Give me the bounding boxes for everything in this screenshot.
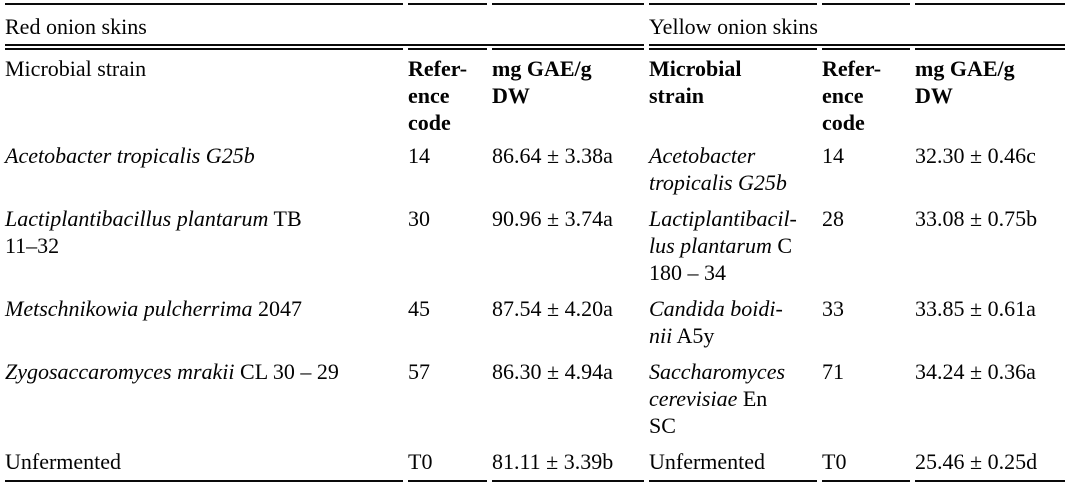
table-row: Unfermented T0 81.11 ± 3.39b Unfermented…: [5, 448, 1065, 482]
strain-cell: Unfermented: [649, 448, 817, 482]
reference-code-cell: 14: [408, 143, 430, 168]
strain-suffix: CL 30 – 29: [234, 359, 339, 384]
strain-name: Zygosaccaromyces mrakii: [5, 359, 235, 384]
strain-suffix: En SC: [649, 386, 768, 438]
strain-name: Metschnikowia pulcherrima: [5, 296, 253, 321]
strain-suffix: Unfermented: [649, 449, 766, 474]
value-cell: 25.46 ± 0.25d: [915, 448, 1065, 482]
col-header-strain-right: Microbial strain: [649, 56, 742, 108]
value-cell: 87.54 ± 4.20a: [492, 296, 613, 321]
strain-cell: Acetobacter tropicalis G25b: [649, 142, 817, 205]
value-cell: 33.08 ± 0.75b: [915, 206, 1038, 231]
column-header-row: Microbial strain Refer- ence code mg GAE…: [5, 50, 1065, 142]
strain-cell: Lactiplantibacil- lus plantarum C 180 – …: [649, 205, 817, 295]
reference-code-cell: 45: [408, 296, 430, 321]
reference-code-cell: T0: [408, 448, 487, 482]
strain-name: Acetobacter tropicalis G25b: [5, 143, 255, 168]
col-header-code-right: Refer- ence code: [822, 56, 882, 135]
section-header-yellow-onion: Yellow onion skins: [649, 5, 1065, 46]
strain-name: Candida boidi- nii: [649, 296, 783, 348]
reference-code-cell: T0: [822, 448, 910, 482]
reference-code-cell: 33: [822, 296, 844, 321]
strain-suffix: 2047: [252, 296, 302, 321]
strain-suffix: Unfermented: [5, 449, 122, 474]
strain-cell: Zygosaccaromyces mrakii CL 30 – 29: [5, 358, 403, 448]
strain-suffix: C 180 – 34: [649, 233, 793, 285]
col-header-strain-left: Microbial strain: [5, 56, 147, 81]
strain-name: Lactiplantibacil- lus plantarum: [649, 206, 797, 258]
strain-cell: Metschnikowia pulcherrima 2047: [5, 295, 403, 358]
value-cell: 33.85 ± 0.61a: [915, 296, 1036, 321]
col-header-value-right: mg GAE/g DW: [915, 56, 1015, 108]
col-header-code-left: Refer- ence code: [408, 56, 468, 135]
table-top-rule: [5, 3, 1065, 5]
strain-cell: Acetobacter tropicalis G25b: [5, 142, 403, 205]
reference-code-cell: 30: [408, 206, 430, 231]
section-header-red-onion: Red onion skins: [5, 5, 644, 46]
value-cell: 34.24 ± 0.36a: [915, 359, 1036, 384]
reference-code-cell: 28: [822, 206, 844, 231]
table-row: Acetobacter tropicalis G25b 14 86.64 ± 3…: [5, 142, 1065, 205]
reference-code-cell: 71: [822, 359, 844, 384]
reference-code-cell: 57: [408, 359, 430, 384]
table-row: Zygosaccaromyces mrakii CL 30 – 29 57 86…: [5, 358, 1065, 448]
value-cell: 90.96 ± 3.74a: [492, 206, 613, 231]
table-row: Lactiplantibacillus plantarum TB 11–32 3…: [5, 205, 1065, 295]
table-double-rule: [5, 46, 1065, 50]
strain-cell: Lactiplantibacillus plantarum TB 11–32: [5, 205, 403, 295]
strain-suffix: TB 11–32: [5, 206, 302, 258]
strain-cell: Saccharomyces cerevisiae En SC: [649, 358, 817, 448]
strain-name: Saccharomyces cerevisiae: [649, 359, 786, 411]
strain-cell: Unfermented: [5, 448, 403, 482]
value-cell: 81.11 ± 3.39b: [492, 448, 644, 482]
col-header-value-left: mg GAE/g DW: [492, 56, 592, 108]
section-header-row: Red onion skins Yellow onion skins: [5, 5, 1065, 46]
value-cell: 86.64 ± 3.38a: [492, 143, 613, 168]
strain-name: Lactiplantibacillus plantarum: [5, 206, 269, 231]
table-row: Metschnikowia pulcherrima 2047 45 87.54 …: [5, 295, 1065, 358]
phenolic-content-table: Red onion skins Yellow onion skins Micro…: [0, 3, 1070, 482]
value-cell: 86.30 ± 4.94a: [492, 359, 613, 384]
strain-name: Acetobacter tropicalis G25b: [649, 143, 787, 195]
strain-cell: Candida boidi- nii A5y: [649, 295, 817, 358]
reference-code-cell: 14: [822, 143, 844, 168]
strain-suffix: A5y: [672, 323, 715, 348]
value-cell: 32.30 ± 0.46c: [915, 143, 1036, 168]
